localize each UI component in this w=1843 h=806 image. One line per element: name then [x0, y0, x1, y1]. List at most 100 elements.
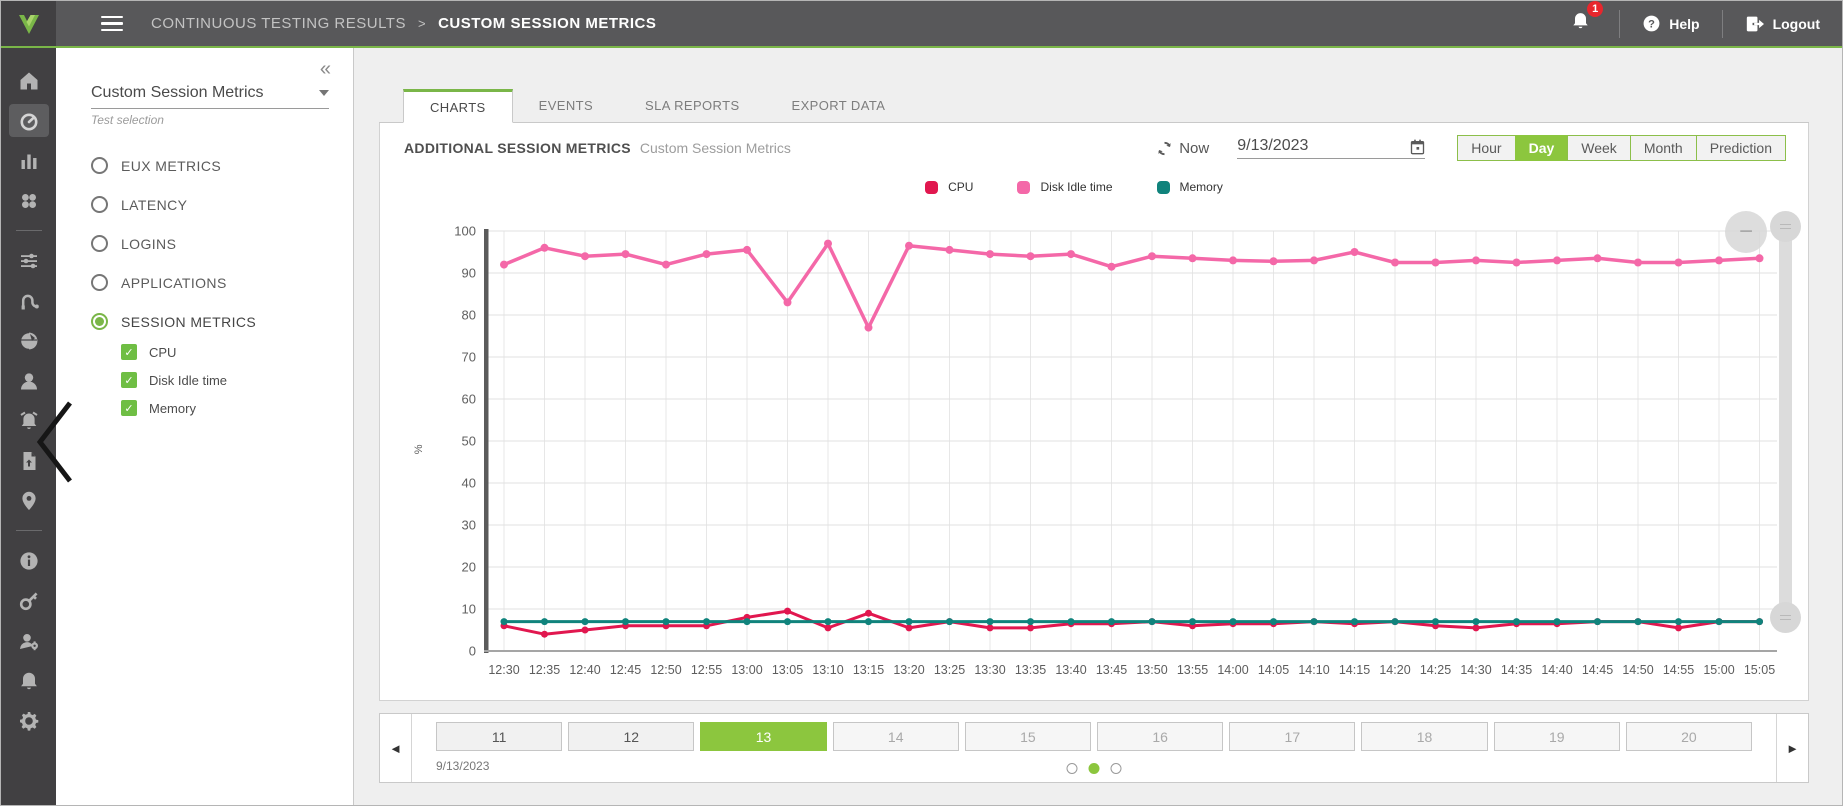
svg-text:13:05: 13:05 — [772, 663, 803, 677]
radio-session-metrics[interactable]: SESSION METRICS — [91, 313, 329, 330]
y-axis-range-slider[interactable] — [1770, 211, 1801, 633]
day-button-15[interactable]: 15 — [964, 722, 1092, 751]
day-button-14[interactable]: 14 — [832, 722, 959, 751]
pagination-prev-button[interactable]: ◄ — [380, 714, 412, 782]
tab-charts[interactable]: CHARTS — [403, 89, 513, 123]
sidebar-item-location-pin[interactable] — [9, 484, 49, 517]
data-point — [865, 609, 872, 617]
page-dot-2[interactable] — [1088, 763, 1100, 774]
data-point — [1512, 258, 1521, 267]
metrics-line-chart[interactable]: 0 10 20 30 40 50 60 70 80 90 100% 12:30 12:35 12:40 12… — [392, 188, 1792, 688]
data-point — [1755, 254, 1764, 263]
svg-text:14:35: 14:35 — [1501, 663, 1532, 677]
day-button-18[interactable]: 18 — [1361, 722, 1488, 751]
svg-text:13:25: 13:25 — [934, 663, 965, 677]
slider-handle-top[interactable] — [1770, 211, 1801, 242]
test-dropdown-label: Test selection — [91, 113, 164, 127]
radio-logins[interactable]: LOGINS — [91, 235, 329, 252]
range-button-day[interactable]: Day — [1514, 135, 1569, 161]
bell-icon — [1573, 13, 1588, 29]
session-metric-checkbox-list: ✓ CPU ✓ Disk Idle time ✓ Memory — [121, 344, 329, 416]
day-button-12[interactable]: 12 — [568, 722, 695, 751]
radio-applications[interactable]: APPLICATIONS — [91, 274, 329, 291]
test-selection-panel: « Custom Session Metrics Test selection … — [36, 48, 354, 805]
day-button-13[interactable]: 13 — [700, 722, 827, 751]
legend-item-disk-idle-time[interactable]: Disk Idle time — [1017, 180, 1113, 194]
data-point — [1350, 248, 1359, 256]
test-dropdown-value: Custom Session Metrics — [91, 84, 264, 101]
sidebar-item-gauge[interactable] — [8, 104, 49, 137]
data-point — [1026, 252, 1035, 261]
day-button-11[interactable]: 11 — [436, 722, 563, 751]
notifications-button[interactable]: 1 — [1542, 1, 1619, 37]
range-button-week[interactable]: Week — [1567, 135, 1631, 161]
globe-icon — [19, 331, 37, 350]
day-button-19[interactable]: 19 — [1493, 722, 1620, 751]
sidebar-item-home[interactable] — [9, 64, 49, 97]
refresh-now-button[interactable]: Now — [1156, 140, 1209, 157]
data-point — [905, 624, 913, 632]
range-button-hour[interactable]: Hour — [1457, 135, 1516, 161]
sidebar-item-bell[interactable] — [9, 664, 49, 697]
data-point — [1269, 257, 1278, 266]
page-dot-1[interactable] — [1066, 763, 1078, 774]
logout-button[interactable]: Logout — [1723, 10, 1842, 37]
menu-icon[interactable] — [101, 12, 123, 36]
checkbox-memory[interactable]: ✓ Memory — [121, 400, 329, 416]
sidebar-item-gear[interactable] — [9, 704, 49, 737]
radio-circle-icon — [91, 274, 108, 291]
radio-eux-metrics[interactable]: EUX METRICS — [91, 157, 329, 174]
data-point — [540, 243, 549, 252]
tab-events[interactable]: EVENTS — [538, 97, 594, 113]
sidebar-item-document-export[interactable] — [9, 444, 49, 477]
sidebar-item-key[interactable] — [9, 584, 49, 617]
checkbox-cpu[interactable]: ✓ CPU — [121, 344, 329, 360]
range-button-month[interactable]: Month — [1629, 135, 1697, 161]
calendar-icon[interactable] — [1410, 139, 1425, 155]
day-button-16[interactable]: 16 — [1097, 722, 1224, 751]
collapse-panel-button[interactable]: « — [319, 58, 331, 80]
slider-handle-bottom[interactable] — [1770, 602, 1801, 633]
data-point — [1148, 618, 1156, 626]
chart-zoom-out-button[interactable]: − — [1725, 211, 1767, 253]
data-point — [824, 624, 832, 632]
help-button[interactable]: ? Help — [1620, 10, 1721, 37]
svg-text:40: 40 — [462, 476, 476, 491]
alarm-icon — [19, 411, 38, 429]
sidebar-item-info[interactable] — [9, 544, 49, 577]
tab-export-data[interactable]: EXPORT DATA — [791, 97, 886, 113]
legend-item-memory[interactable]: Memory — [1156, 180, 1223, 194]
breadcrumb-root[interactable]: CONTINUOUS TESTING RESULTS — [151, 15, 406, 32]
now-label: Now — [1179, 139, 1210, 157]
svg-text:13:10: 13:10 — [812, 663, 843, 677]
svg-text:10: 10 — [462, 602, 476, 617]
sidebar-item-user[interactable] — [9, 364, 49, 397]
sidebar-item-cable[interactable] — [9, 284, 49, 317]
day-button-20[interactable]: 20 — [1625, 722, 1753, 751]
app-logo[interactable] — [1, 1, 56, 46]
panel-resize-chevron-icon[interactable] — [36, 400, 76, 484]
svg-text:20: 20 — [462, 560, 476, 575]
day-button-17[interactable]: 17 — [1229, 722, 1356, 751]
data-point — [1027, 618, 1034, 626]
tab-sla-reports[interactable]: SLA REPORTS — [645, 97, 740, 113]
checkbox-disk-idle-time[interactable]: ✓ Disk Idle time — [121, 372, 329, 388]
page-dot-3[interactable] — [1110, 763, 1122, 774]
time-range-group: Hour Day Week Month Prediction — [1457, 135, 1786, 161]
sidebar-item-globe[interactable] — [9, 324, 49, 357]
legend-item-cpu[interactable]: CPU — [925, 180, 973, 194]
sidebar-item-bar-chart[interactable] — [9, 144, 49, 177]
test-dropdown[interactable]: Custom Session Metrics — [91, 84, 329, 109]
sidebar-item-alarm[interactable] — [9, 404, 49, 437]
date-input[interactable]: 9/13/2023 — [1237, 137, 1426, 159]
range-button-prediction[interactable]: Prediction — [1695, 135, 1786, 161]
sidebar-item-user-settings[interactable] — [9, 624, 49, 657]
radio-latency[interactable]: LATENCY — [91, 196, 329, 213]
data-point — [1675, 618, 1682, 626]
sidebar-item-apps[interactable] — [9, 184, 49, 217]
data-point — [581, 252, 589, 261]
pagination-next-button[interactable]: ► — [1776, 714, 1808, 782]
gear-icon — [19, 711, 38, 731]
sidebar-item-sliders[interactable] — [9, 244, 49, 277]
